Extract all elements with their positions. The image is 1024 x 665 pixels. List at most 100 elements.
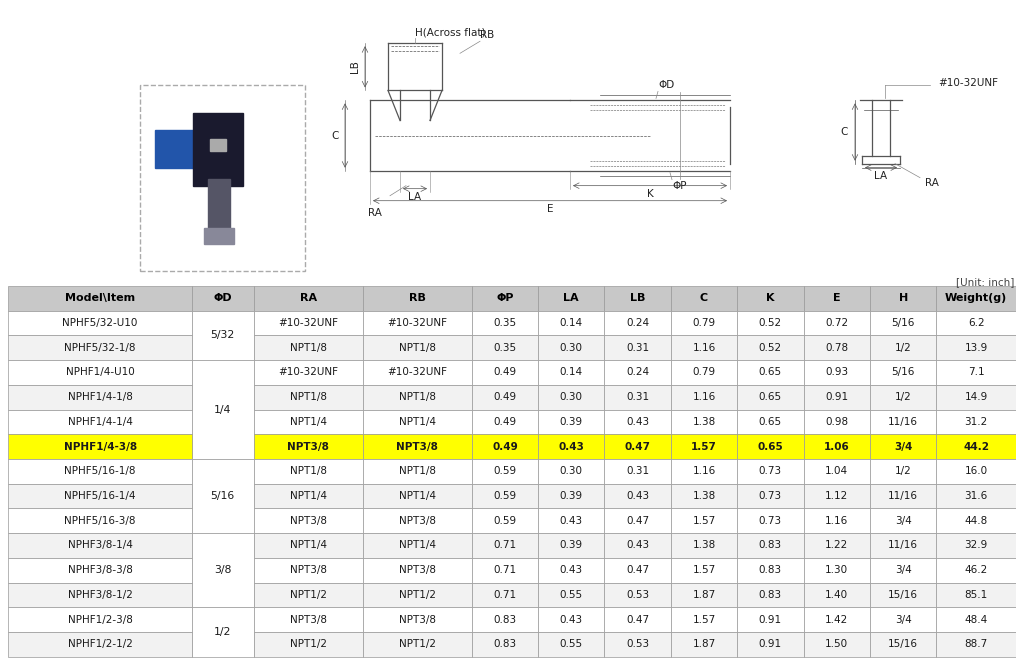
Bar — [538, 335, 604, 360]
Bar — [193, 114, 243, 186]
Text: 31.6: 31.6 — [965, 491, 988, 501]
Text: NPHF1/4-1/8: NPHF1/4-1/8 — [68, 392, 132, 402]
Text: 0.59: 0.59 — [494, 491, 516, 501]
Text: 3/4: 3/4 — [895, 565, 911, 575]
Bar — [538, 583, 604, 607]
Text: 0.65: 0.65 — [759, 368, 782, 378]
Bar — [936, 311, 1016, 335]
Text: 3/4: 3/4 — [895, 516, 911, 526]
Bar — [870, 434, 936, 459]
Text: #10-32UNF: #10-32UNF — [938, 78, 998, 88]
Text: 1.16: 1.16 — [692, 392, 716, 402]
Text: 48.4: 48.4 — [965, 614, 988, 624]
Bar — [472, 607, 538, 632]
Text: NPHF1/4-1/4: NPHF1/4-1/4 — [68, 417, 132, 427]
Text: 0.83: 0.83 — [759, 590, 782, 600]
Text: 0.55: 0.55 — [560, 590, 583, 600]
Text: NPT3/8: NPT3/8 — [287, 442, 329, 452]
Bar — [538, 434, 604, 459]
Text: 0.53: 0.53 — [626, 639, 649, 649]
Bar — [254, 533, 362, 558]
Text: NPT1/4: NPT1/4 — [290, 417, 327, 427]
Bar — [254, 632, 362, 657]
Bar — [8, 509, 191, 533]
Bar — [604, 335, 671, 360]
Text: 0.39: 0.39 — [560, 417, 583, 427]
Bar — [870, 459, 936, 483]
Bar — [737, 558, 804, 583]
Bar — [362, 459, 472, 483]
Bar — [538, 483, 604, 509]
Bar — [936, 434, 1016, 459]
Bar — [737, 533, 804, 558]
Text: 0.93: 0.93 — [825, 368, 848, 378]
Text: 0.83: 0.83 — [759, 541, 782, 551]
Text: 1.12: 1.12 — [825, 491, 849, 501]
Text: 6.2: 6.2 — [968, 318, 984, 328]
Bar — [472, 385, 538, 410]
Text: 16.0: 16.0 — [965, 466, 988, 476]
Text: LB: LB — [350, 61, 360, 73]
Text: 0.24: 0.24 — [626, 318, 649, 328]
Bar — [671, 286, 737, 311]
Bar — [671, 533, 737, 558]
Bar — [8, 410, 191, 434]
Bar — [8, 632, 191, 657]
Text: E: E — [833, 293, 841, 303]
Text: 3/4: 3/4 — [894, 442, 912, 452]
Text: ΦD: ΦD — [658, 80, 674, 90]
Bar — [362, 533, 472, 558]
Bar — [870, 410, 936, 434]
Text: 0.47: 0.47 — [625, 442, 650, 452]
Text: NPT1/2: NPT1/2 — [398, 639, 435, 649]
Bar — [870, 632, 936, 657]
Text: 0.14: 0.14 — [560, 368, 583, 378]
Bar — [362, 286, 472, 311]
Bar — [538, 558, 604, 583]
Text: LA: LA — [409, 192, 422, 201]
Bar — [737, 286, 804, 311]
Text: 0.43: 0.43 — [560, 516, 583, 526]
Bar — [804, 607, 870, 632]
Bar — [472, 335, 538, 360]
Bar — [936, 607, 1016, 632]
Bar — [737, 509, 804, 533]
Bar — [671, 558, 737, 583]
Bar — [155, 130, 210, 168]
Bar — [254, 459, 362, 483]
Text: NPT3/8: NPT3/8 — [398, 516, 435, 526]
Text: NPT3/8: NPT3/8 — [398, 614, 435, 624]
Text: 0.91: 0.91 — [759, 639, 782, 649]
Bar — [191, 286, 254, 311]
Text: 0.30: 0.30 — [560, 466, 583, 476]
Bar — [936, 459, 1016, 483]
Text: ΦD: ΦD — [213, 293, 232, 303]
Bar — [191, 360, 254, 459]
Text: NPHF3/8-3/8: NPHF3/8-3/8 — [68, 565, 132, 575]
Text: NPHF5/16-1/8: NPHF5/16-1/8 — [65, 466, 136, 476]
Text: 15/16: 15/16 — [888, 639, 919, 649]
Bar — [737, 483, 804, 509]
Text: 0.83: 0.83 — [759, 565, 782, 575]
Bar — [870, 335, 936, 360]
Bar — [804, 583, 870, 607]
Text: 1/2: 1/2 — [895, 392, 911, 402]
Bar — [8, 335, 191, 360]
Text: #10-32UNF: #10-32UNF — [387, 318, 447, 328]
Text: 1.50: 1.50 — [825, 639, 848, 649]
Text: 0.43: 0.43 — [626, 541, 649, 551]
Text: NPHF3/8-1/2: NPHF3/8-1/2 — [68, 590, 132, 600]
Text: RA: RA — [368, 207, 382, 217]
Bar — [604, 558, 671, 583]
Bar — [538, 632, 604, 657]
Text: LA: LA — [563, 293, 580, 303]
Text: 7.1: 7.1 — [968, 368, 984, 378]
Bar — [870, 509, 936, 533]
Bar — [671, 311, 737, 335]
Text: 0.91: 0.91 — [825, 392, 848, 402]
Bar — [472, 286, 538, 311]
Bar — [254, 558, 362, 583]
Bar — [737, 607, 804, 632]
Text: 0.78: 0.78 — [825, 342, 848, 352]
Text: 0.43: 0.43 — [560, 565, 583, 575]
